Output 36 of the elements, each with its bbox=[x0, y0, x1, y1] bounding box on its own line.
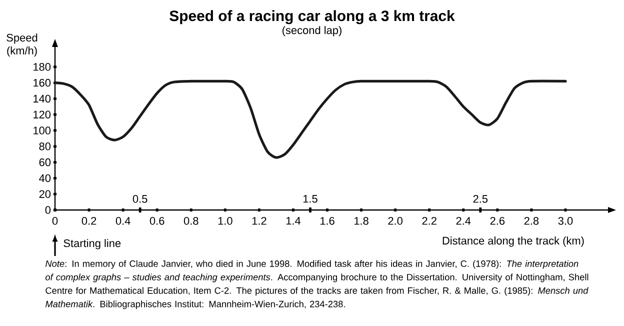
y-axis-title: Speed (km/h) bbox=[6, 34, 38, 57]
x-tick-label: 1.8 bbox=[354, 217, 368, 225]
x-tick-label: 2.6 bbox=[490, 217, 505, 225]
x2-tick-label: 1.5 bbox=[303, 195, 318, 203]
x-axis-title: Distance along the track (km) bbox=[442, 236, 584, 247]
y-tick-label: 0 bbox=[45, 206, 51, 214]
x-tick-label: 0 bbox=[52, 217, 58, 225]
y-tick-label: 100 bbox=[34, 126, 51, 134]
x-tick-label: 2.4 bbox=[456, 217, 471, 225]
y-tick-label: 80 bbox=[39, 142, 51, 150]
y-tick-label: 140 bbox=[34, 94, 51, 103]
x-tick-label: 3.0 bbox=[558, 217, 573, 225]
x2-tick-label: 2.5 bbox=[473, 195, 488, 203]
x-tick-label: 0.4 bbox=[116, 217, 130, 225]
line-series bbox=[54, 80, 567, 159]
x-tick-label: 0.2 bbox=[82, 217, 96, 225]
x-tick-label: 0.8 bbox=[184, 217, 198, 225]
y-tick-label: 20 bbox=[39, 190, 51, 198]
chart-subtitle: (second lap) bbox=[282, 26, 342, 36]
text: Starting line bbox=[64, 239, 121, 250]
y-tick-label: 120 bbox=[34, 110, 51, 118]
x-tick-label: 2.2 bbox=[422, 217, 436, 225]
y-tick-label: 40 bbox=[39, 174, 51, 182]
y-tick-label: 60 bbox=[39, 158, 51, 166]
x-tick-label: 2.8 bbox=[524, 217, 539, 225]
x-tick-label: 1.4 bbox=[286, 217, 301, 225]
x-tick-label: 1.2 bbox=[252, 217, 266, 225]
x-tick-label: 1.0 bbox=[218, 217, 232, 225]
text: Note: In memory of Claude Janvier, who died in June 1998. Modified task after his ideas in Janvier, C. (1978): The interpretation of complex graphs – studies and teaching experiments. Accompanying brochure to the Dissertation. University of Nottingham, Shell Centre for Mathematical Education, Item C-2. The pictures of the tracks are taken from Fischer, R. & Malle, G. (1985): Mensch und Mathematik. Bibliographisches Institut: Mannheim-Wien-Zurich, 234-238. bbox=[45, 260, 588, 310]
x-tick-label: 0.6 bbox=[150, 217, 164, 225]
x-tick-label: 2.0 bbox=[388, 217, 402, 225]
chart-title: Speed of a racing car along a 3 km track bbox=[170, 10, 455, 24]
x-tick-label: 1.6 bbox=[320, 217, 334, 225]
y-tick-label: 180 bbox=[34, 63, 51, 71]
x2-tick-label: 0.5 bbox=[132, 195, 148, 203]
y-tick-label: 160 bbox=[34, 78, 51, 87]
